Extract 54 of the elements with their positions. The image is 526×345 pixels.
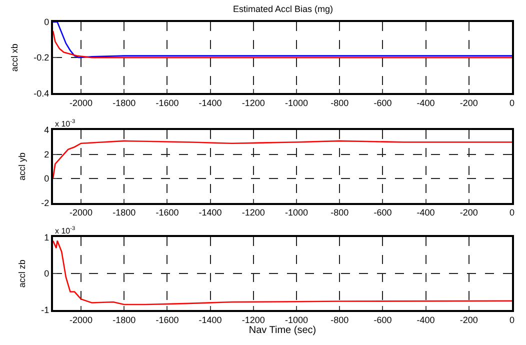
text: x 10$^{-3}$	[55, 226, 76, 236]
line-series	[53, 22, 512, 58]
x-tick-label: -1400	[198, 98, 222, 108]
y-axis-title: accl yb	[17, 152, 28, 180]
x-tick-label: -200	[460, 208, 478, 218]
y-tick-label: 0	[44, 17, 50, 28]
x-axis-title: Nav Time (sec)	[248, 324, 316, 336]
x-tick-label: -600	[374, 314, 392, 325]
x-tick-label: -600	[374, 98, 392, 108]
text: x 10$^{-3}$	[55, 119, 76, 128]
x-tick-label: -1800	[112, 98, 136, 108]
y-tick-label: -0.4	[34, 88, 50, 98]
x-tick-label: -1200	[242, 208, 265, 218]
chart-title: Estimated Accl Bias (mg)	[233, 4, 334, 14]
x-tick-label: -2000	[69, 98, 93, 108]
x-tick-label: -1600	[156, 98, 179, 108]
y-tick-label: 0	[44, 268, 50, 279]
y-tick-label: 1	[44, 232, 50, 242]
y-axis-title: accl xb	[10, 44, 20, 72]
y-axis-title: accl zb	[17, 260, 28, 288]
x-tick-label: 0	[509, 314, 515, 325]
y-tick-label: -1	[41, 305, 50, 316]
x-tick-label: -400	[416, 98, 435, 108]
x-tick-label: -1600	[156, 208, 179, 218]
x-tick-label: -600	[374, 208, 392, 218]
x-tick-label: -800	[330, 314, 349, 325]
y-tick-label: -2	[41, 198, 50, 208]
x-tick-label: -1000	[284, 98, 308, 108]
line-series	[53, 30, 512, 58]
x-tick-label: -200	[460, 98, 478, 108]
x-tick-label: -800	[330, 208, 349, 218]
x-tick-label: -400	[416, 208, 435, 218]
x-tick-label: -1400	[198, 208, 222, 218]
x-tick-label: -1200	[242, 98, 265, 108]
x-tick-label: -1800	[112, 314, 136, 325]
x-tick-label: -1800	[112, 208, 136, 218]
x-tick-label: -800	[330, 98, 349, 108]
x-tick-label: -1200	[242, 314, 265, 325]
y-tick-label: -0.2	[34, 52, 50, 63]
x-tick-label: -2000	[69, 208, 93, 218]
y-tick-label: 4	[44, 125, 50, 136]
x-tick-label: -1400	[198, 314, 222, 325]
x-tick-label: -400	[416, 314, 435, 325]
line-series	[53, 140, 512, 180]
x-tick-label: -2000	[69, 314, 93, 325]
line-series	[53, 240, 512, 306]
x-tick-label: -1000	[284, 314, 308, 325]
x-tick-label: -200	[460, 314, 478, 325]
y-tick-label: 0	[44, 174, 50, 184]
x-tick-label: -1600	[156, 314, 179, 325]
x-tick-label: -1000	[284, 208, 308, 218]
x-tick-label: 0	[509, 208, 515, 218]
x-tick-label: 0	[509, 98, 515, 108]
y-tick-label: 2	[44, 149, 50, 160]
